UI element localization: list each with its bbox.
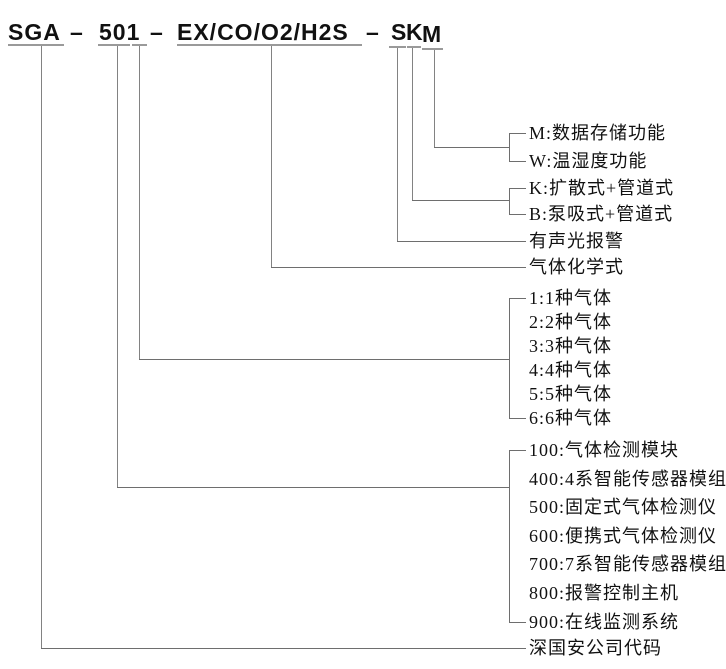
label-gas-count-1: 1:1种气体 [529, 288, 613, 308]
bracket-series-stub-top [509, 450, 526, 451]
line-company-horizontal [41, 648, 526, 649]
bracket-series-stub-bottom [509, 622, 526, 623]
line-series-horizontal [117, 487, 509, 488]
bracket-storage [509, 133, 510, 162]
bracket-gas-count [509, 298, 510, 419]
separator-dash-1: – [70, 19, 84, 45]
bracket-storage-stub-top [509, 133, 526, 134]
line-storage-vertical [434, 50, 435, 147]
label-gas-formula: 气体化学式 [529, 257, 624, 277]
label-series-900: 900:在线监测系统 [529, 612, 680, 632]
line-prefix-vertical [41, 46, 42, 648]
line-sampling-horizontal [412, 200, 509, 201]
line-series-vertical [117, 46, 118, 487]
label-gas-count-6: 6:6种气体 [529, 408, 613, 428]
line-gas-formula-horizontal [271, 267, 526, 268]
label-gas-count-3: 3:3种气体 [529, 336, 613, 356]
bracket-gas-count-stub-top [509, 298, 526, 299]
underline-digits-50 [98, 44, 130, 46]
label-gas-count-5: 5:5种气体 [529, 384, 613, 404]
line-gas-formula-vertical [271, 46, 272, 267]
bracket-gas-count-stub-bottom [509, 418, 526, 419]
line-storage-horizontal [434, 147, 509, 148]
bracket-sampling-stub-bottom [509, 214, 526, 215]
line-gas-count-vertical [139, 46, 140, 359]
underline-digit-1 [132, 44, 147, 46]
separator-dash-2: – [150, 19, 164, 45]
bracket-storage-stub-bottom [509, 161, 526, 162]
label-alarm: 有声光报警 [529, 231, 624, 251]
model-suffix-m: M [422, 21, 443, 47]
line-sampling-vertical [412, 48, 413, 200]
model-suffix-s: S [391, 19, 408, 45]
label-series-700: 700:7系智能传感器模组 [529, 554, 726, 574]
bracket-series [509, 450, 510, 623]
label-company-code: 深国安公司代码 [529, 638, 662, 658]
label-sampling-b: B:泵吸式+管道式 [529, 204, 674, 224]
bracket-sampling-stub-top [509, 188, 526, 189]
label-series-500: 500:固定式气体检测仪 [529, 497, 718, 517]
line-alarm-horizontal [397, 241, 526, 242]
underline-letter-k [407, 46, 421, 48]
label-sampling-k: K:扩散式+管道式 [529, 178, 675, 198]
underline-gas-formula [177, 44, 362, 46]
model-suffix-k: K [406, 19, 424, 45]
model-gas-formula: EX/CO/O2/H2S [177, 19, 349, 45]
label-gas-count-2: 2:2种气体 [529, 312, 613, 332]
label-gas-count-4: 4:4种气体 [529, 360, 613, 380]
bracket-sampling [509, 188, 510, 215]
line-gas-count-horizontal [139, 359, 509, 360]
underline-prefix [8, 44, 64, 46]
model-prefix: SGA [8, 19, 61, 45]
line-alarm-vertical [397, 48, 398, 241]
separator-dash-3: – [366, 19, 380, 45]
label-series-800: 800:报警控制主机 [529, 583, 680, 603]
label-storage-w: W:温湿度功能 [529, 151, 648, 171]
label-series-400: 400:4系智能传感器模组 [529, 469, 726, 489]
label-series-600: 600:便携式气体检测仪 [529, 526, 718, 546]
underline-letter-m [422, 48, 443, 50]
model-series-digits: 501 [99, 19, 141, 45]
label-series-100: 100:气体检测模块 [529, 440, 680, 460]
label-storage-m: M:数据存储功能 [529, 123, 667, 143]
underline-letter-s [389, 46, 406, 48]
